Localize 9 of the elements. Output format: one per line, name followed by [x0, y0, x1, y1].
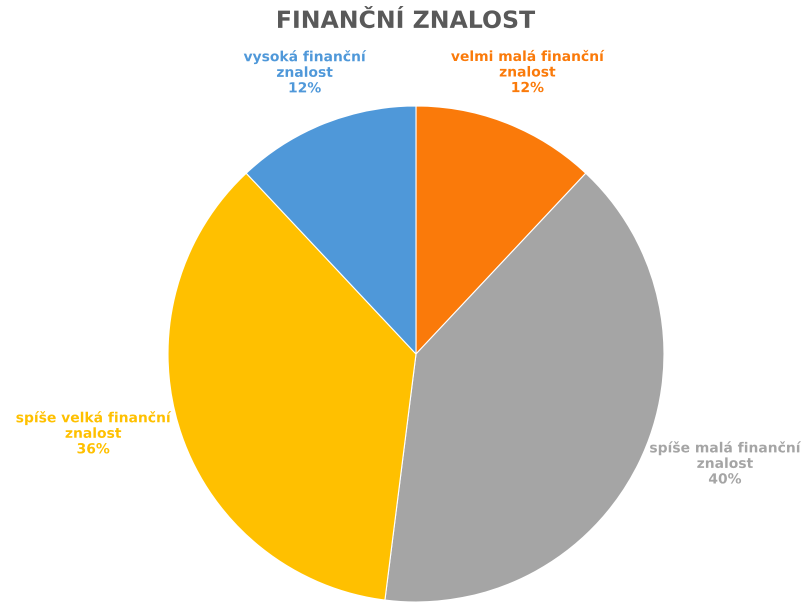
data-label: 12%: [290, 82, 321, 93]
slice-label: spíše malá finanční znalost: [650, 441, 802, 468]
slice-label: vysoká finanční znalost: [244, 50, 366, 78]
slice-label: velmi malá finanční znalost: [451, 50, 604, 77]
slice-label: spíše velká finanční znalost: [16, 411, 172, 438]
data-label: 12%: [512, 82, 544, 92]
chart-title: FINANČNÍ ZNALOST: [278, 6, 536, 28]
data-label: 40%: [708, 473, 742, 484]
data-label: 36%: [78, 443, 110, 454]
